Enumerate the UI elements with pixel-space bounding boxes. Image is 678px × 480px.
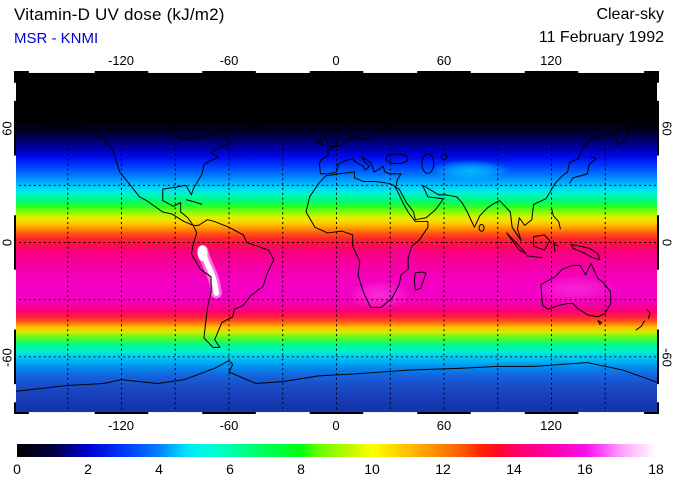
coast-ireland bbox=[316, 139, 323, 146]
coast-black-sea bbox=[385, 153, 409, 165]
coast-caspian-sea bbox=[421, 153, 435, 174]
coast-cuba bbox=[185, 199, 203, 205]
coast-new-guinea bbox=[570, 243, 601, 261]
lon-tick-bottom-1: -120 bbox=[107, 418, 135, 433]
colorbar-tick-0: 0 bbox=[13, 461, 21, 477]
coast-philippines bbox=[551, 208, 561, 230]
colorbar-tick-6: 6 bbox=[226, 461, 234, 477]
coast-madagascar bbox=[413, 271, 427, 291]
colorbar-tick-14: 14 bbox=[506, 461, 522, 477]
data-source-label: MSR - KNMI bbox=[14, 30, 99, 47]
coast-africa bbox=[305, 171, 429, 308]
coast-borneo bbox=[533, 234, 551, 251]
colorbar-tick-16: 16 bbox=[577, 461, 593, 477]
lon-tick-top-4: 60 bbox=[436, 53, 452, 68]
coast-java bbox=[526, 255, 543, 259]
hotspot-southern-africa bbox=[347, 280, 411, 310]
coast-australia bbox=[540, 262, 612, 318]
coast-britain bbox=[323, 131, 339, 148]
coast-new-zealand bbox=[635, 308, 651, 331]
coast-scandinavia bbox=[344, 110, 391, 141]
hotspot-australia bbox=[532, 275, 617, 303]
graticule-grid bbox=[14, 71, 659, 414]
sky-condition-label: Clear-sky bbox=[596, 6, 664, 23]
colorbar-tick-8: 8 bbox=[297, 461, 305, 477]
lon-tick-bottom-4: 60 bbox=[436, 418, 452, 433]
coast-sulawesi bbox=[552, 240, 559, 253]
coast-greenland bbox=[214, 85, 302, 129]
lat-tick-left-2: 0 bbox=[0, 238, 15, 247]
colorbar-tick-10: 10 bbox=[364, 461, 380, 477]
coast-sumatra bbox=[506, 232, 527, 255]
lat-tick-right-2: 0 bbox=[659, 238, 675, 247]
lon-tick-bottom-3: 0 bbox=[332, 418, 340, 433]
colorbar bbox=[17, 444, 656, 457]
lon-tick-bottom-2: -60 bbox=[219, 418, 239, 433]
coast-japan bbox=[568, 156, 597, 184]
lon-tick-top-2: -60 bbox=[219, 53, 239, 68]
lon-tick-top-5: 120 bbox=[540, 53, 562, 68]
lat-tick-right-1: 60 bbox=[659, 121, 675, 136]
hotspot-altiplano bbox=[197, 245, 208, 262]
hotspot-east-africa bbox=[387, 239, 419, 265]
lat-tick-right-3: -60 bbox=[659, 348, 675, 367]
coast-tasmania bbox=[597, 320, 603, 325]
hotspot-tibet bbox=[430, 159, 511, 182]
coast-south-america bbox=[190, 219, 275, 348]
lon-tick-top-3: 0 bbox=[332, 53, 340, 68]
coast-iceland bbox=[296, 115, 312, 122]
uv-hotspots bbox=[197, 159, 617, 310]
coast-sri-lanka bbox=[478, 223, 485, 232]
lat-tick-left-3: -60 bbox=[0, 348, 15, 367]
uv-dose-heatmap bbox=[14, 71, 660, 414]
world-map bbox=[14, 71, 660, 414]
coast-north-america bbox=[35, 106, 232, 226]
coast-west-europe bbox=[319, 133, 352, 174]
colorbar-tick-4: 4 bbox=[155, 461, 163, 477]
hotspot-andes-white bbox=[199, 247, 220, 296]
lat-tick-left-1: 60 bbox=[0, 121, 15, 136]
coast-eurasia bbox=[320, 95, 660, 242]
map-border-ticks bbox=[14, 71, 659, 414]
colorbar-tick-18: 18 bbox=[648, 461, 664, 477]
colorbar-tick-2: 2 bbox=[84, 461, 92, 477]
date-label: 11 February 1992 bbox=[538, 29, 664, 46]
lon-tick-top-1: -120 bbox=[107, 53, 135, 68]
colorbar-tick-12: 12 bbox=[435, 461, 451, 477]
lon-tick-bottom-5: 120 bbox=[540, 418, 562, 433]
plot-title: Vitamin-D UV dose (kJ/m2) bbox=[14, 5, 225, 24]
